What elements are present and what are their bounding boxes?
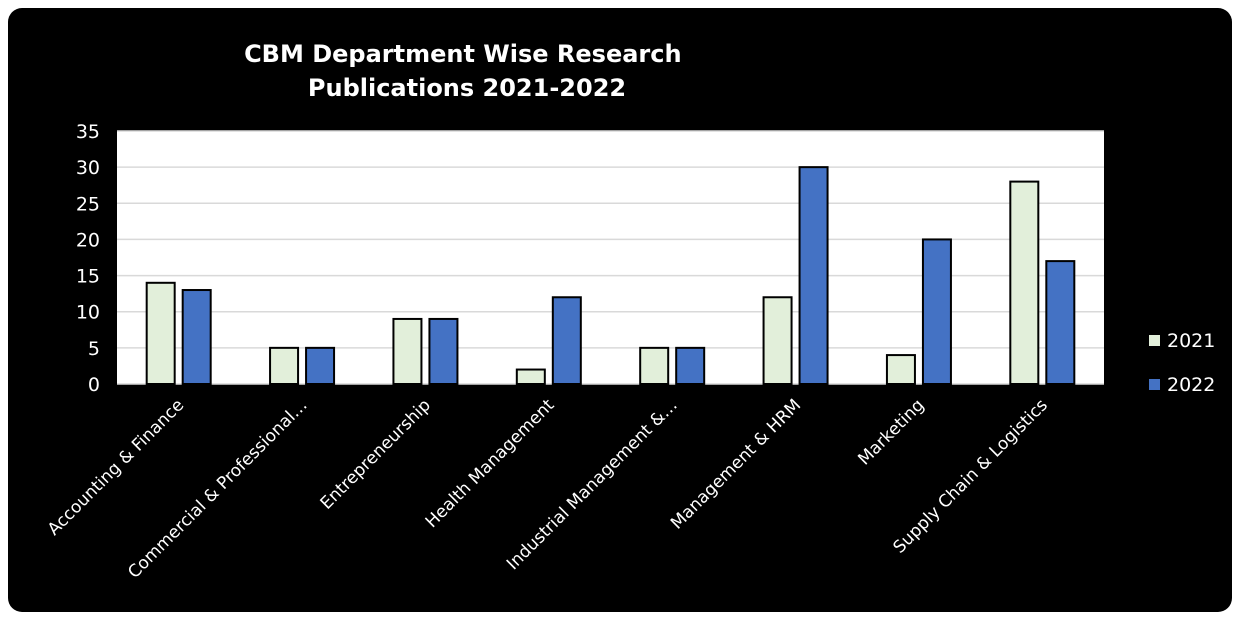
bar-2021-3: [515, 368, 546, 385]
bar-2022-2: [428, 317, 459, 386]
bar-2021-0: [145, 281, 176, 385]
y-tick-label: 30: [76, 157, 100, 179]
bar-2022-4: [675, 346, 706, 386]
legend: 2021 2022: [1149, 330, 1215, 396]
chart-title-line-2: Publications 2021-2022: [308, 74, 626, 102]
bar-2022-1: [305, 346, 336, 386]
y-tick-label: 10: [76, 302, 100, 324]
chart-title-line-1: CBM Department Wise Research: [244, 40, 682, 68]
bar-2021-1: [269, 346, 300, 386]
bar-2021-6: [885, 354, 916, 386]
legend-label-2022: 2022: [1167, 374, 1215, 396]
plot-area: [117, 131, 1104, 384]
y-tick-label: 20: [76, 229, 100, 251]
bar-2022-7: [1045, 260, 1076, 385]
y-axis-ticks: 0 5 10 15 20 25 30 35: [76, 121, 100, 396]
bars: [145, 166, 1076, 386]
chart-title: CBM Department Wise Research Publication…: [244, 40, 690, 102]
bar-2021-4: [639, 346, 670, 386]
legend-label-2021: 2021: [1167, 330, 1215, 352]
bar-2021-5: [762, 296, 793, 385]
bar-2022-5: [798, 166, 829, 385]
bar-2022-6: [921, 238, 952, 385]
legend-swatch-2022: [1149, 379, 1160, 390]
bar-2022-3: [551, 296, 582, 385]
y-tick-label: 0: [88, 374, 100, 396]
bar-2022-0: [181, 289, 212, 385]
y-tick-label: 25: [76, 193, 100, 215]
legend-swatch-2021: [1149, 335, 1160, 346]
bar-2021-2: [392, 317, 423, 386]
y-tick-label: 35: [76, 121, 100, 143]
y-tick-label: 5: [88, 338, 100, 360]
y-tick-label: 15: [76, 266, 100, 288]
bar-2021-7: [1009, 180, 1040, 385]
